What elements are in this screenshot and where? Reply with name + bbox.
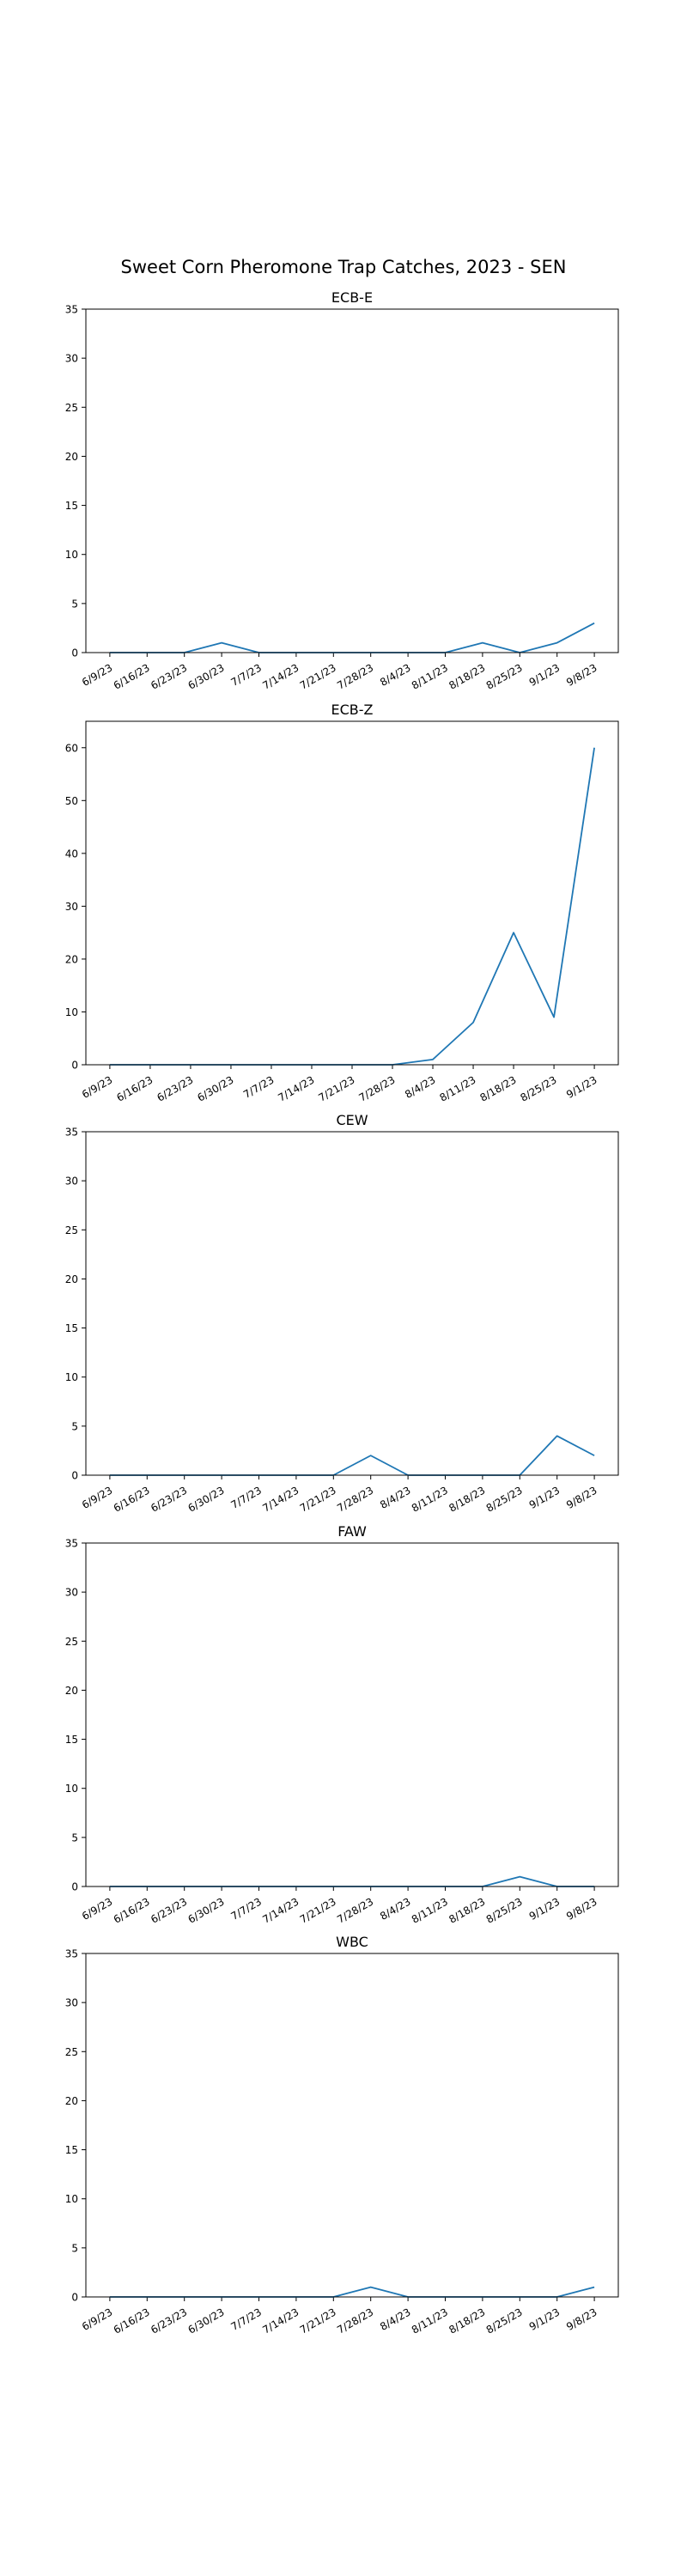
y-tick-label: 25 — [65, 1224, 78, 1236]
y-tick-label: 15 — [65, 1322, 78, 1334]
y-tick-label: 20 — [65, 2095, 78, 2107]
y-tick-label: 25 — [65, 2046, 78, 2058]
panel-title: CEW — [336, 1112, 368, 1128]
y-tick-label: 25 — [65, 402, 78, 414]
y-tick-label: 50 — [65, 795, 78, 807]
figure-title: Sweet Corn Pheromone Trap Catches, 2023 … — [121, 257, 567, 277]
y-tick-label: 35 — [65, 1538, 78, 1550]
data-point — [472, 1022, 474, 1024]
y-tick-label: 15 — [65, 500, 78, 512]
axes-frame — [85, 1953, 619, 2298]
data-point — [370, 1455, 372, 1456]
y-tick-label: 30 — [65, 901, 78, 913]
data-point — [519, 1876, 520, 1878]
data-point — [556, 1435, 558, 1437]
y-tick-label: 10 — [65, 1783, 78, 1795]
data-point — [432, 1059, 434, 1060]
panel-title: ECB-E — [331, 289, 373, 306]
y-tick-label: 30 — [65, 1587, 78, 1599]
data-point — [556, 642, 558, 644]
y-tick-label: 0 — [71, 1060, 78, 1072]
data-point — [513, 932, 514, 933]
y-tick-label: 35 — [65, 1948, 78, 1960]
y-tick-label: 20 — [65, 953, 78, 965]
y-tick-label: 25 — [65, 1636, 78, 1648]
y-tick-label: 5 — [71, 2242, 78, 2254]
y-tick-label: 5 — [71, 598, 78, 610]
data-point — [370, 2287, 372, 2288]
y-tick-label: 60 — [65, 742, 78, 754]
y-tick-label: 10 — [65, 2193, 78, 2205]
axes-frame — [85, 720, 619, 1066]
axes-frame — [85, 1542, 619, 1887]
y-tick-label: 30 — [65, 1997, 78, 2009]
y-tick-label: 0 — [71, 647, 78, 659]
panel-title: WBC — [336, 1934, 368, 1950]
data-point — [593, 623, 595, 624]
data-point — [593, 747, 595, 749]
panel-title: ECB-Z — [331, 702, 374, 718]
data-point — [593, 2287, 595, 2288]
panel-title: FAW — [337, 1523, 367, 1540]
data-point — [221, 642, 222, 644]
y-tick-label: 0 — [71, 1881, 78, 1893]
y-tick-label: 30 — [65, 1176, 78, 1188]
y-tick-label: 40 — [65, 848, 78, 860]
axes-frame — [85, 1131, 619, 1476]
y-tick-label: 10 — [65, 549, 78, 561]
y-tick-label: 30 — [65, 353, 78, 365]
data-point — [593, 1455, 595, 1456]
y-tick-label: 20 — [65, 1685, 78, 1697]
y-tick-label: 10 — [65, 1371, 78, 1383]
y-tick-label: 15 — [65, 2144, 78, 2156]
axes-frame — [85, 308, 619, 653]
y-tick-label: 15 — [65, 1734, 78, 1746]
y-tick-label: 20 — [65, 1273, 78, 1285]
y-tick-label: 10 — [65, 1006, 78, 1018]
y-tick-label: 35 — [65, 304, 78, 316]
y-tick-label: 0 — [71, 2292, 78, 2304]
y-tick-label: 5 — [71, 1420, 78, 1432]
y-tick-label: 0 — [71, 1470, 78, 1482]
data-point — [482, 642, 483, 644]
data-point — [553, 1017, 555, 1018]
y-tick-label: 5 — [71, 1832, 78, 1844]
y-tick-label: 20 — [65, 451, 78, 463]
y-tick-label: 35 — [65, 1127, 78, 1139]
